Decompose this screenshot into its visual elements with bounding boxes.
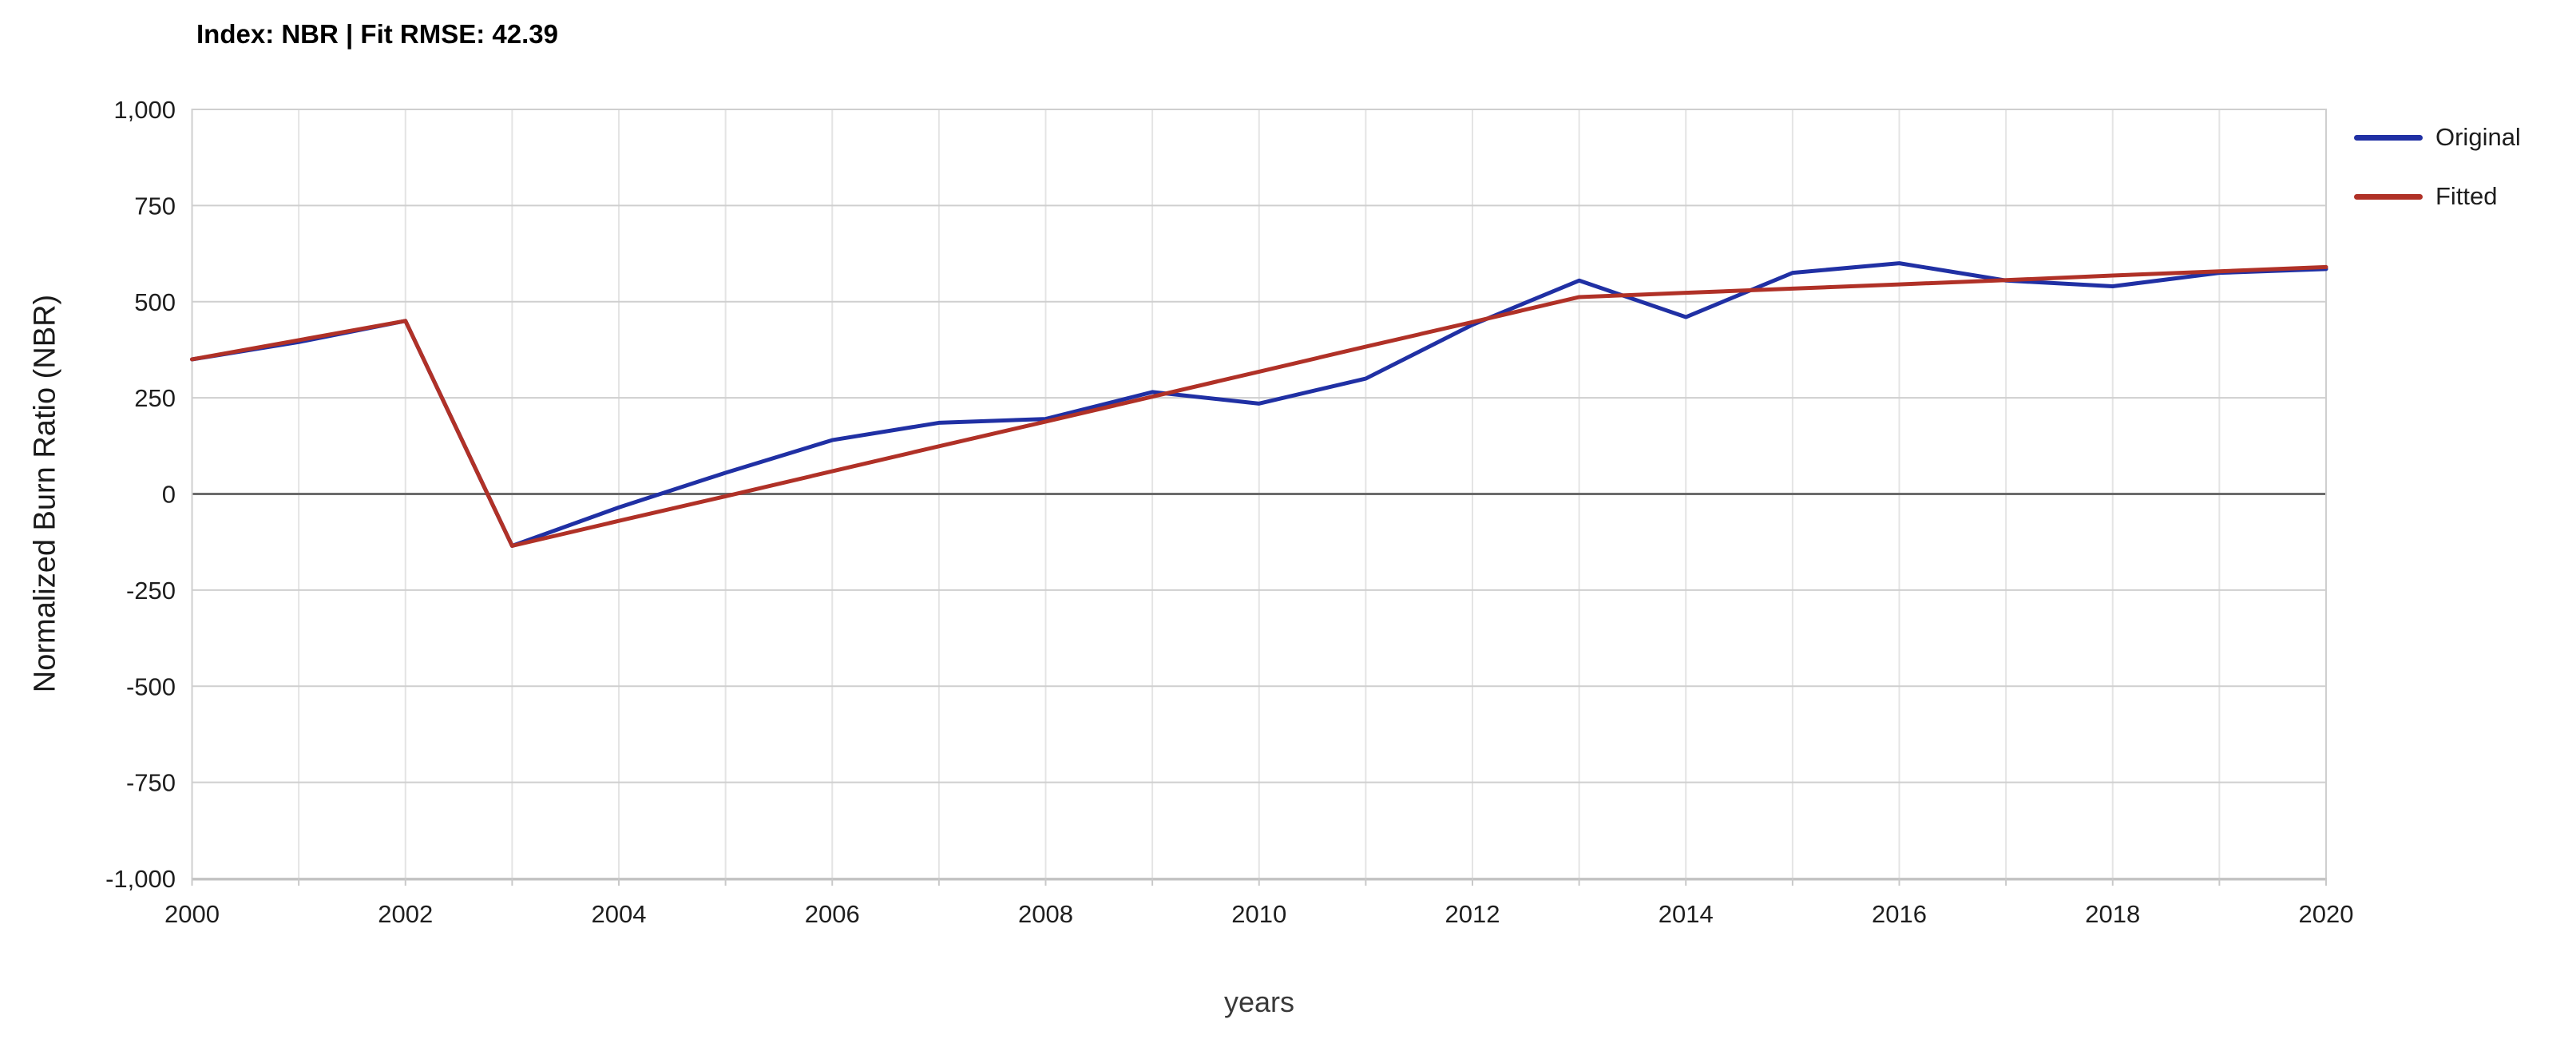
y-tick-label: -250: [126, 577, 176, 605]
y-tick-label: 0: [162, 481, 176, 509]
y-tick-label: -750: [126, 769, 176, 797]
x-tick-label: 2006: [805, 900, 860, 928]
x-tick-label: 2004: [592, 900, 647, 928]
x-tick-label: 2010: [1231, 900, 1286, 928]
y-tick-label: -1,000: [105, 865, 176, 893]
x-tick-label: 2018: [2085, 900, 2140, 928]
x-tick-label: 2016: [1872, 900, 1927, 928]
x-axis-title: years: [1223, 985, 1295, 1018]
y-tick-label: 1,000: [113, 96, 176, 124]
fitted-series-line: [190, 264, 2328, 549]
y-tick-label: -500: [126, 672, 176, 700]
original-series-line: [190, 261, 2328, 549]
x-tick-label: 2002: [378, 900, 433, 928]
y-tick-label: 500: [134, 288, 176, 316]
legend-item-fitted: Fitted: [2354, 179, 2521, 214]
x-tick-label: 2020: [2299, 900, 2354, 928]
x-tick-label: 2014: [1659, 900, 1714, 928]
fitted-series-swatch-icon: [2354, 193, 2423, 200]
y-tick-label: 750: [134, 192, 176, 220]
original-series-swatch-icon: [2354, 134, 2423, 141]
legend-label: Fitted: [2435, 182, 2498, 210]
x-tick-label: 2012: [1445, 900, 1500, 928]
x-tick-label: 2000: [164, 900, 220, 928]
legend: Original Fitted: [2354, 120, 2521, 238]
chart-title: Index: NBR | Fit RMSE: 42.39: [196, 19, 558, 49]
legend-label: Original: [2435, 123, 2521, 151]
y-tick-label: 250: [134, 384, 176, 412]
x-tick-label: 2008: [1018, 900, 1073, 928]
legend-item-original: Original: [2354, 120, 2521, 155]
